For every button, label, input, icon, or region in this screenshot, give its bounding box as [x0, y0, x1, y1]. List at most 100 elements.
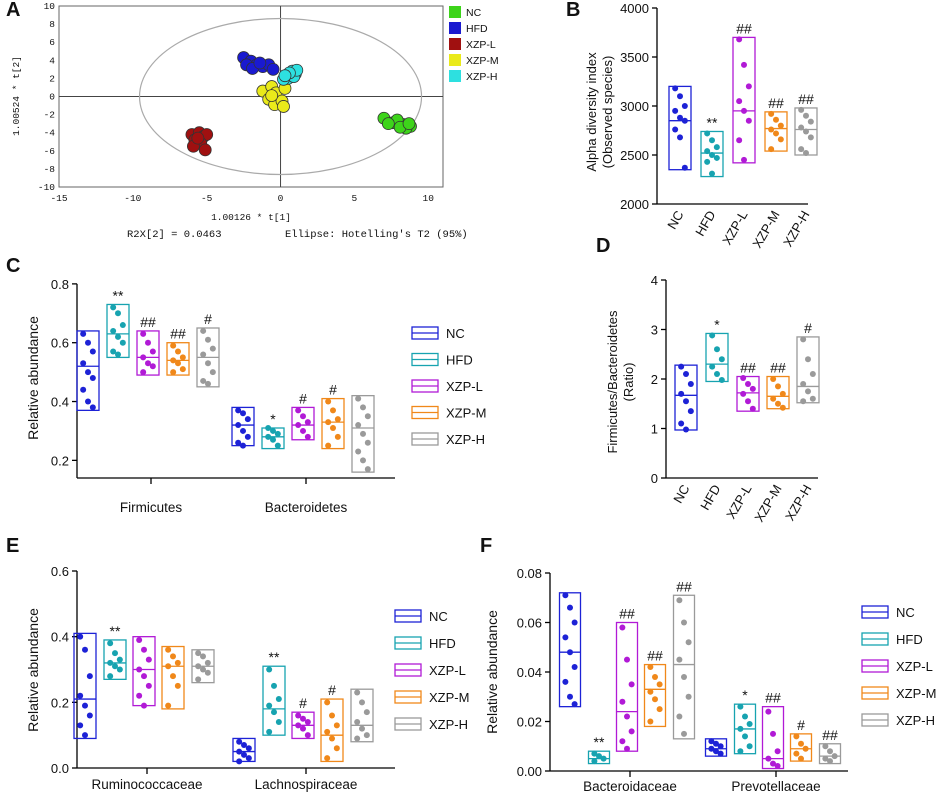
- c-point-xzp-h: [360, 457, 366, 464]
- f-point-nc: [708, 738, 715, 745]
- d-point-xzp-h: [809, 371, 816, 378]
- e-point-xzp-h: [359, 725, 365, 732]
- c-point-hfd: [110, 304, 117, 311]
- pca-point-nc: [381, 117, 395, 131]
- f-point-hfd: [742, 713, 748, 720]
- f-point-xzp-m: [793, 733, 800, 740]
- f-point-xzp-h: [676, 656, 683, 663]
- c-significance-xzp-m: ##: [170, 326, 186, 342]
- f-point-nc: [713, 748, 719, 755]
- d-point-nc: [678, 363, 685, 370]
- c-point-hfd: [115, 310, 121, 317]
- e-point-xzp-l: [300, 715, 306, 722]
- c-point-xzp-h: [364, 413, 371, 420]
- c-point-xzp-m: [175, 360, 181, 367]
- d-point-nc: [678, 420, 685, 427]
- pca-point-hfd: [266, 62, 280, 76]
- e-point-xzp-m: [324, 699, 331, 706]
- f-significance-xzp-m: ##: [647, 648, 663, 664]
- c-point-hfd: [119, 322, 126, 329]
- e-point-xzp-m: [324, 755, 331, 762]
- b-point-xzp-h: [807, 118, 814, 125]
- e-point-nc: [241, 742, 247, 749]
- f-y-tick-label: 0.04: [517, 665, 542, 680]
- e-point-hfd: [112, 663, 118, 670]
- e-point-xzp-m: [333, 745, 340, 752]
- f-point-xzp-l: [624, 745, 630, 752]
- b-y-axis-label-2: (Observed species): [600, 56, 615, 169]
- pca-point-xzp-l: [191, 131, 205, 145]
- d-x-label-xzp-l: XZP-L: [723, 482, 754, 521]
- e-point-nc: [86, 712, 93, 719]
- pca-y-axis-label: 1.00524 * t[2]: [11, 56, 22, 136]
- b-point-xzp-h: [798, 146, 805, 153]
- e-box-xzp-h: [350, 688, 374, 743]
- panel-label-e: E: [6, 535, 19, 557]
- f-significance-hfd: *: [742, 687, 748, 703]
- c-point-xzp-l: [140, 369, 147, 376]
- e-point-hfd: [275, 719, 282, 726]
- e-significance-hfd: **: [269, 649, 280, 665]
- d-point-xzp-m: [775, 400, 781, 407]
- c-point-xzp-h: [360, 430, 366, 437]
- e-point-xzp-l: [145, 682, 152, 689]
- c-significance-xzp-l: #: [299, 390, 307, 406]
- c-point-nc: [244, 433, 251, 440]
- c-point-xzp-m: [325, 398, 332, 405]
- d-x-label-nc: NC: [670, 482, 692, 506]
- d-point-xzp-h: [809, 395, 816, 402]
- e-point-xzp-l: [304, 732, 311, 739]
- d-y-tick-label: 3: [651, 323, 658, 338]
- e-point-hfd: [116, 656, 123, 663]
- c-point-nc: [80, 386, 87, 393]
- c-point-xzp-m: [179, 366, 186, 373]
- e-point-nc: [82, 646, 88, 653]
- b-point-xzp-m: [768, 146, 775, 153]
- b-point-xzp-l: [741, 156, 747, 163]
- f-point-xzp-h: [681, 673, 687, 680]
- pca-y-tick-label: 6: [49, 37, 55, 48]
- b-point-hfd: [704, 158, 711, 165]
- c-point-xzp-h: [200, 327, 207, 334]
- c-point-xzp-l: [304, 419, 311, 426]
- d-box-hfd: [705, 332, 729, 383]
- d-point-hfd: [718, 356, 725, 363]
- e-point-xzp-l: [304, 719, 311, 726]
- c-point-xzp-m: [325, 442, 332, 449]
- c-box-nc: [76, 330, 100, 412]
- f-box-xzp-l: [761, 706, 785, 770]
- pca-point-nc: [402, 117, 416, 131]
- pca-point-xzp-l: [198, 143, 212, 157]
- pca-legend-swatch-hfd: [449, 22, 461, 34]
- c-point-nc: [240, 427, 246, 434]
- f-point-nc: [567, 693, 573, 700]
- e-point-nc: [77, 722, 84, 729]
- c-point-hfd: [274, 430, 281, 437]
- c-box-xzp-l: [136, 330, 160, 376]
- e-point-nc: [236, 758, 243, 765]
- e-box-xzp-m: [161, 645, 185, 710]
- c-box-xzp-h: [351, 394, 375, 473]
- c-point-hfd: [115, 333, 121, 340]
- f-significance-xzp-l: ##: [765, 690, 781, 706]
- f-y-axis-label: Relative abundance: [484, 610, 500, 734]
- c-point-xzp-h: [205, 336, 211, 343]
- d-point-nc: [678, 390, 685, 397]
- panel-label-f: F: [480, 535, 492, 557]
- e-point-xzp-l: [141, 673, 147, 680]
- d-point-xzp-l: [749, 405, 756, 412]
- f-point-xzp-h: [827, 758, 833, 765]
- e-y-tick-label: 0.0: [51, 761, 69, 776]
- b-y-tick-label: 3500: [620, 50, 649, 65]
- c-point-xzp-m: [330, 425, 336, 431]
- f-y-tick-label: 0.06: [517, 616, 542, 631]
- c-point-nc: [80, 330, 87, 337]
- c-legend-label-xzp-h: XZP-H: [446, 432, 485, 447]
- pca-y-tick-label: -2: [44, 110, 56, 121]
- c-significance-xzp-l: ##: [140, 314, 156, 330]
- d-x-label-xzp-m: XZP-M: [751, 482, 784, 525]
- e-point-hfd: [107, 640, 114, 647]
- f-point-xzp-h: [681, 730, 687, 737]
- f-category-label-prevotellaceae: Prevotellaceae: [731, 779, 820, 794]
- panel-label-d: D: [596, 235, 610, 257]
